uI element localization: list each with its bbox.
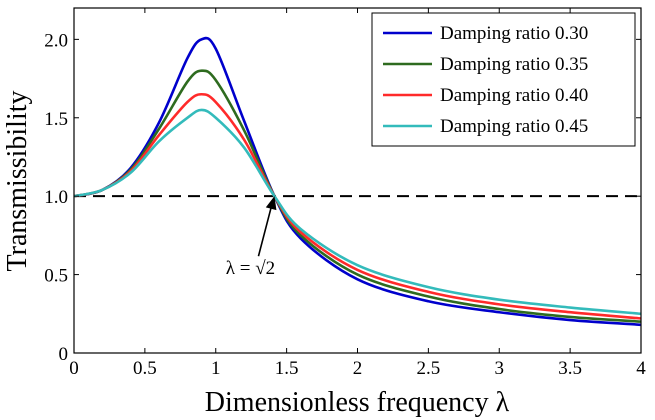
legend-box: [371, 12, 636, 147]
y-tick-label: 1.5: [44, 109, 68, 130]
y-tick-label: 1.0: [44, 187, 68, 208]
axis-ticks: 0 0.5 1 1.5 2 2.5 3 3.5 4 0 0.5 1.0 1.5 2.0: [44, 8, 646, 379]
y-tick-label: 2.0: [44, 30, 68, 51]
legend-label-4: Damping ratio 0.45: [440, 116, 588, 137]
x-tick-label: 0.5: [133, 358, 157, 379]
annotation-arrowhead: [265, 196, 277, 211]
y-tick-label: 0.5: [44, 266, 68, 287]
x-tick-label: 4: [636, 358, 646, 379]
series-line-4: [73, 108, 642, 316]
legend-label-3: Damping ratio 0.40: [440, 85, 588, 106]
series-line-1: [73, 36, 642, 327]
x-axis-title: Dimensionless frequency λ: [205, 387, 510, 418]
y-axis-title: Transmissibility: [2, 90, 33, 271]
x-tick-label: 0: [69, 358, 79, 379]
x-tick-label: 1: [211, 358, 221, 379]
x-tick-label: 2.5: [417, 358, 441, 379]
annotation-label: λ = √2: [226, 258, 275, 279]
legend: Damping ratio 0.30 Damping ratio 0.35 Damp…: [371, 12, 636, 147]
y-tick-label: 0: [59, 344, 69, 365]
annotation: λ = √2: [226, 196, 277, 279]
x-tick-label: 3: [495, 358, 505, 379]
series-line-2: [73, 69, 642, 323]
legend-label-2: Damping ratio 0.35: [440, 54, 588, 75]
annotation-arrow: [257, 205, 273, 257]
x-tick-label: 2: [353, 358, 363, 379]
x-tick-label: 1.5: [275, 358, 299, 379]
x-tick-label: 3.5: [558, 358, 582, 379]
series-line-3: [73, 92, 642, 320]
series-lines: [73, 36, 642, 327]
legend-label-1: Damping ratio 0.30: [440, 23, 588, 44]
